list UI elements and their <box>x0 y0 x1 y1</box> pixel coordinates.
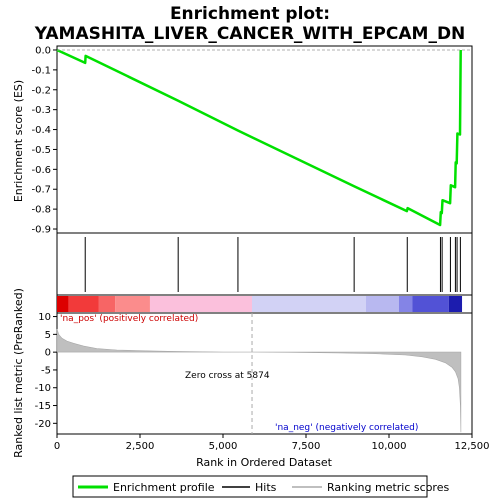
legend-metric-label: Ranking metric scores <box>327 481 449 494</box>
x-tick-label-2: 5,000 <box>209 441 238 452</box>
x-axis-label: Rank in Ordered Dataset <box>196 456 333 469</box>
metric-tick-label-2: 0 <box>45 348 51 359</box>
es-tick-label-5: -0.5 <box>31 145 51 156</box>
enrichment-profile-layer <box>56 48 462 227</box>
ranking-metric-area <box>56 328 462 433</box>
metric-tick-label-1: 5 <box>45 330 51 341</box>
legend-es-label: Enrichment profile <box>113 481 215 494</box>
metric-panel-frame <box>56 312 473 435</box>
heatmap-segment-5 <box>252 296 366 312</box>
es-tick-label-0: 0.0 <box>35 45 51 56</box>
metric-tick-label-6: -20 <box>35 419 51 430</box>
positive-correlation-label: 'na_pos' (positively correlated) <box>60 314 198 324</box>
chart-title-line2: YAMASHITA_LIVER_CANCER_WITH_EPCAM_DN <box>34 24 466 44</box>
x-axis: 0 2,500 5,000 7,500 10,000 12,500 <box>54 434 490 452</box>
hit-markers <box>84 237 461 292</box>
x-tick-label-0: 0 <box>54 441 60 452</box>
heatmap-segment-6 <box>365 296 399 312</box>
negative-correlation-label: 'na_neg' (negatively correlated) <box>275 423 418 433</box>
hits-panel-frame <box>56 232 473 296</box>
legend-hits-label: Hits <box>255 481 277 494</box>
es-tick-label-6: -0.6 <box>31 165 51 176</box>
heatmap-segment-3 <box>115 296 150 312</box>
es-tick-label-9: -0.9 <box>31 225 51 236</box>
metric-tick-label-0: 10 <box>38 312 51 323</box>
heatmap-segment-1 <box>68 296 99 312</box>
es-tick-label-4: -0.4 <box>31 125 51 136</box>
metric-tick-label-4: -10 <box>35 383 51 394</box>
es-tick-label-8: -0.8 <box>31 205 51 216</box>
ranking-metric-layer <box>56 313 462 434</box>
es-tick-label-3: -0.3 <box>31 105 51 116</box>
metric-y-axis-label: Ranked list metric (PreRanked) <box>12 288 25 458</box>
enrichment-profile-line <box>56 48 462 227</box>
heatmap-segment-0 <box>57 296 69 312</box>
x-tick-label-5: 12,500 <box>455 441 490 452</box>
heatmap-segment-4 <box>149 296 253 312</box>
es-y-axis-label: Enrichment score (ES) <box>12 80 25 202</box>
es-panel-frame <box>56 45 473 234</box>
rank-heatmap-bar <box>57 296 463 312</box>
x-tick-label-4: 10,000 <box>372 441 407 452</box>
es-tick-label-2: -0.2 <box>31 85 51 96</box>
metric-tick-label-5: -15 <box>35 401 51 412</box>
heatmap-segment-8 <box>412 296 449 312</box>
legend: Enrichment profile Hits Ranking metric s… <box>72 475 449 498</box>
es-tick-label-1: -0.1 <box>31 65 51 76</box>
x-tick-label-1: 2,500 <box>126 441 155 452</box>
heatmap-segment-2 <box>98 296 116 312</box>
es-tick-label-7: -0.7 <box>31 185 51 196</box>
metric-y-axis: 10 5 0 -5 -10 -15 -20 <box>35 312 57 430</box>
es-y-axis: 0.0 -0.1 -0.2 -0.3 -0.4 -0.5 -0.6 -0.7 -0.8 -0.9 <box>31 45 472 236</box>
x-tick-label-3: 7,500 <box>292 441 321 452</box>
metric-tick-label-3: -5 <box>41 365 51 376</box>
heatmap-segment-7 <box>398 296 413 312</box>
heatmap-segment-9 <box>448 296 463 312</box>
zero-cross-label: Zero cross at 5874 <box>185 371 270 381</box>
chart-title-line1: Enrichment plot: <box>170 4 330 24</box>
